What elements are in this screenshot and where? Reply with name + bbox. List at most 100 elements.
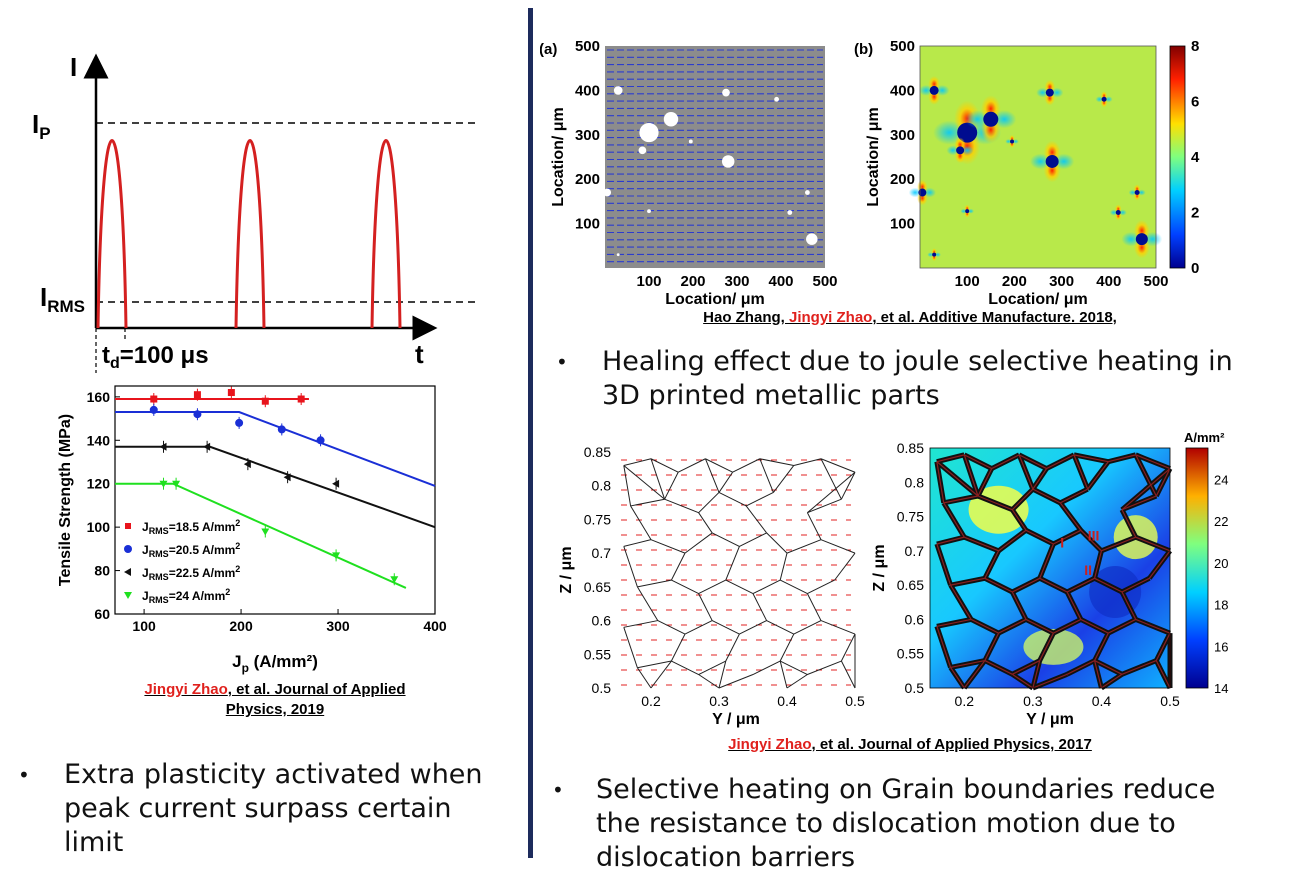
x-tick-label: 100 [132,618,156,634]
region-annotation: II [1084,562,1092,578]
grain-boundary-dislocations [1093,660,1103,689]
pore [774,96,779,102]
grain-boundary [630,498,665,507]
current-density-map-b: 100 200 300 400 500 100 200 300 400 500 Location/ … [854,38,1200,308]
y-tick-label: 0.85 [897,440,924,456]
x-tick-label: 500 [812,273,837,290]
panel-label: (a) [540,41,557,58]
grain-boundary [820,620,856,635]
grain-boundary [752,593,768,621]
x-tick-label: 100 [955,273,980,290]
x-axis-label: Y / μm [1026,711,1074,728]
grain-boundary [745,505,767,534]
grain-boundary-dislocations [1032,660,1041,689]
data-point [149,405,158,414]
grain-boundary [786,674,808,689]
x-axis-label: Location/ μm [665,291,765,308]
y-tick-label: 140 [87,432,111,448]
y-tick-label: 0.55 [584,646,611,662]
grain-boundary-dislocations [1032,673,1068,689]
colorbar-tick-label: 4 [1191,149,1200,166]
grain-boundary [793,620,822,635]
grain-boundary-dislocations [1094,577,1123,593]
x-tick-label: 0.3 [709,693,729,709]
y-tick-label: 0.8 [592,478,612,494]
grain-boundary-dislocations [998,618,1027,634]
grain-boundary-dislocations [1039,577,1068,593]
citation-top-author[interactable]: Jingyi Zhao [788,309,873,326]
grain-boundary-dislocations [936,536,965,545]
x-tick-label: 400 [1096,273,1121,290]
grain-boundary-dislocations [1121,660,1157,675]
pore [1134,190,1140,196]
grain-boundary [623,627,638,668]
data-point [150,395,158,403]
grain-boundary-dislocations [1101,536,1136,552]
grain-map-background [617,452,855,688]
grain-boundary-dislocations [1094,660,1123,675]
grain-boundary [752,660,781,675]
grain-boundary [732,458,761,473]
legend-marker [124,545,132,553]
y-tick-label: 0.5 [592,680,612,696]
grain-boundary-dislocations [984,550,1000,579]
y-tick-label: 0.8 [905,474,925,490]
grain-boundary-dislocations [1094,632,1109,661]
y-tick-label: 0.7 [592,545,612,561]
grain-boundary-dislocations [1053,529,1082,545]
legend-label: JRMS=24 A/mm2 [142,587,230,605]
y-tick-label: 100 [575,216,600,233]
y-tick-label: 100 [890,216,915,233]
bullet-top: • Healing effect due to joule selective … [552,345,1252,417]
grain-boundary-dislocations [1066,591,1082,620]
grain-boundary-dislocations [1011,509,1027,531]
grain-boundary-dislocations [1121,591,1137,620]
colorbar-tick-label: 16 [1214,639,1228,654]
grain-boundary-dislocations [1012,660,1040,675]
grain-boundary-dislocations [1066,577,1095,593]
pore [957,122,978,143]
grain-boundary-dislocations [1121,495,1157,511]
grain-boundary-dislocations [1101,673,1123,689]
grain-boundary [657,620,686,635]
pulse-current-figure: I t IP IRMS td=100 μs [32,52,475,373]
grain-boundary-dislocations [1121,577,1150,593]
grain-boundary [834,552,856,581]
grain-boundary-dislocations [963,454,979,497]
grain-boundary-dislocations [950,659,985,669]
citation-left-author[interactable]: Jingyi Zhao [144,681,228,698]
ip-label: IP [32,109,51,143]
x-tick-label: 300 [1049,273,1074,290]
pulse-y-label: I [70,52,77,82]
pore [616,253,620,257]
y-axis-label: Z / μm [871,544,888,591]
colorbar-tick-label: 6 [1191,94,1199,111]
y-tick-label: 60 [94,606,110,622]
grain-boundary-dislocations [1135,454,1171,470]
y-tick-label: 0.65 [584,579,611,595]
pore [688,139,693,144]
colorbar [1185,447,1209,689]
data-point [283,473,291,482]
grain-boundary [759,458,774,493]
x-axis-label: Location/ μm [988,291,1088,308]
grain-boundary [670,633,686,662]
pore [956,146,965,155]
data-point [203,442,211,451]
grain-boundary [725,546,740,581]
pore [983,111,999,127]
grain-boundary [718,674,754,689]
y-axis-label: Z / μm [558,546,575,593]
y-tick-label: 0.7 [905,543,925,559]
grain-boundary [650,458,666,500]
grain-boundary-dislocations [1080,529,1102,552]
pore [1101,96,1107,102]
pore [918,188,927,197]
grain-boundary-dislocations [1135,454,1157,497]
bullet-top-text: Healing effect due to joule selective he… [602,346,1233,411]
colorbar-tick-label: 8 [1191,38,1199,55]
legend-marker [124,592,132,599]
grain-boundary [637,579,672,588]
grain-boundary-dislocations [1046,454,1075,470]
citation-bottom-author[interactable]: Jingyi Zhao [728,736,812,753]
